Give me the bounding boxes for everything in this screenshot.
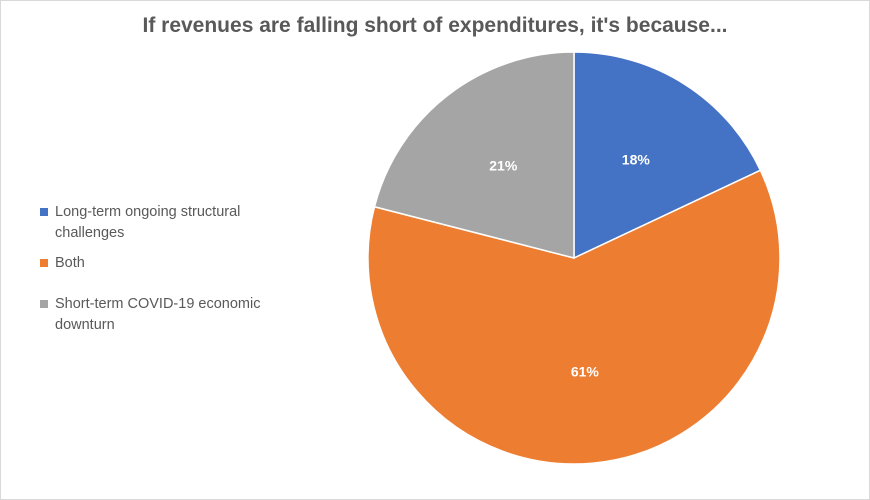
- legend-swatch-both: [40, 259, 48, 267]
- data-label-short-term: 21%: [489, 158, 518, 174]
- chart-title: If revenues are falling short of expendi…: [142, 14, 728, 37]
- pie-slice-short-term: [373, 51, 575, 259]
- legend-item-short-term: Short-term COVID-19 economic downturn: [40, 294, 310, 336]
- pie-slice-long-term: [573, 51, 762, 260]
- legend-item-both: Both: [40, 253, 310, 274]
- pie-slice-both: [367, 169, 781, 465]
- legend-label-both: Both: [55, 255, 85, 271]
- pie-data-labels: 18% 61% 21%: [489, 151, 650, 379]
- data-label-long-term: 18%: [622, 151, 651, 167]
- legend-item-long-term: Long-term ongoing structural challenges: [40, 202, 310, 244]
- legend: Long-term ongoing structural challenges …: [40, 202, 310, 346]
- legend-swatch-long-term: [40, 208, 48, 216]
- data-label-both: 61%: [571, 364, 600, 380]
- legend-label-long-term: Long-term ongoing structural challenges: [55, 204, 241, 241]
- legend-label-short-term: Short-term COVID-19 economic downturn: [55, 296, 261, 333]
- pie-slices: [367, 51, 781, 465]
- legend-swatch-short-term: [40, 300, 48, 308]
